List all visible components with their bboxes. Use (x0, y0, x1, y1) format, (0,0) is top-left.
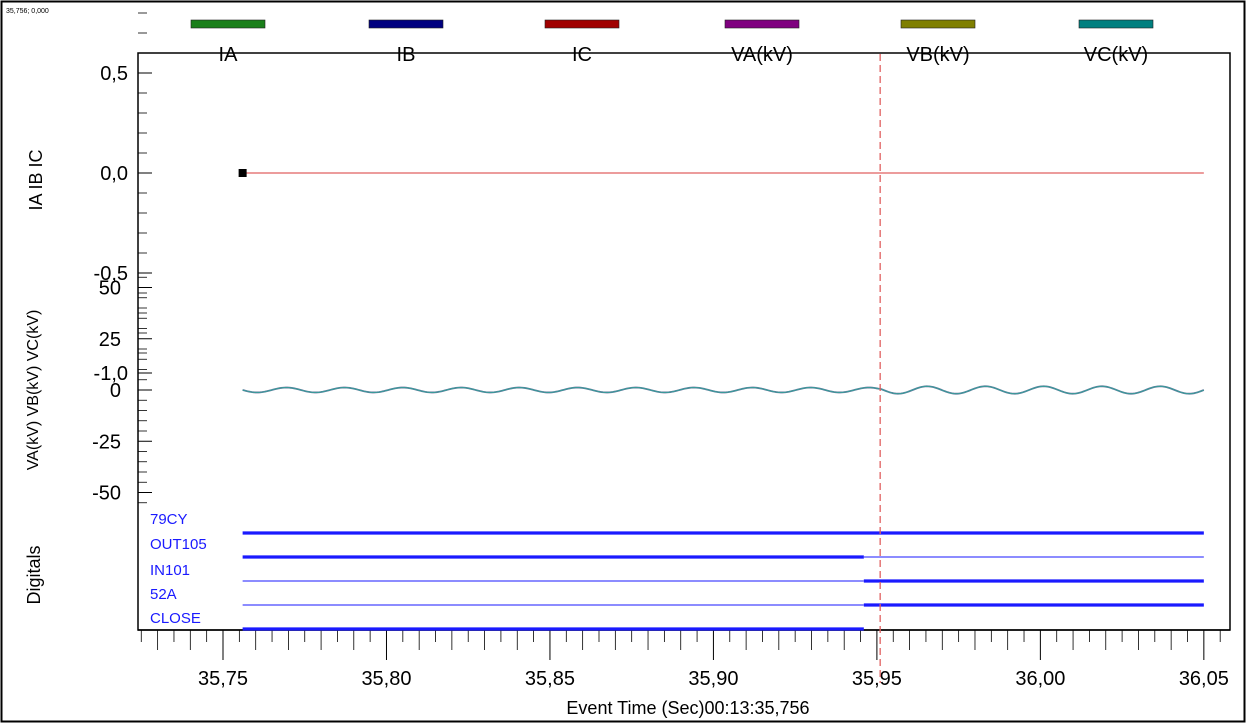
legend-swatch-ic (544, 19, 620, 29)
cursor-marker (238, 169, 247, 177)
digital-channels: 79CY OUT105 IN101 52A CLOSE (150, 511, 1204, 631)
digital-label-close: CLOSE (150, 610, 201, 627)
series-vckv-line (242, 385, 1205, 395)
voltage-y-tick-label: 50 (99, 278, 121, 300)
digital-label-in101: IN101 (150, 562, 190, 579)
legend-label: IA (219, 44, 239, 66)
x-tick-label: 35,95 (852, 668, 902, 690)
legend-label: IC (572, 44, 592, 66)
cursor-readout: 35,756; 0,000 (6, 8, 49, 15)
legend-swatch-vckv (1078, 19, 1154, 29)
x-tick-label: 35,75 (198, 668, 248, 690)
current-y-tick-label: -0,5 (94, 263, 128, 285)
x-tick-label: 36,05 (1179, 668, 1229, 690)
voltage-y-tick-label: 0 (110, 380, 121, 402)
legend-label: VC(kV) (1084, 44, 1148, 66)
x-tick-label: 35,85 (525, 668, 575, 690)
legend-swatch-ib (368, 19, 444, 29)
voltage-y-tick-label: -50 (92, 483, 121, 505)
x-axis-title: Event Time (Sec)00:13:35,756 (566, 698, 809, 718)
legend-swatch-ia (190, 19, 266, 29)
digital-label-79cy: 79CY (150, 511, 188, 528)
voltage-axis-label: VA(kV) VB(kV) VC(kV) (25, 310, 42, 471)
digitals-axis-label: Digitals (24, 545, 44, 604)
legend-label: IB (397, 44, 416, 66)
legend-label: VB(kV) (906, 44, 969, 66)
current-axis-label: IA IB IC (26, 149, 46, 210)
legend-swatch-vbkv (900, 19, 976, 29)
legend-swatch-vakv (724, 19, 800, 29)
legend: IA IB IC VA(kV) VB(kV) VC(kV) (190, 19, 1154, 66)
voltage-y-tick-label: 25 (99, 329, 121, 351)
x-tick-label: 36,00 (1015, 668, 1065, 690)
voltage-y-tick-label: -25 (92, 431, 121, 453)
x-tick-label: 35,90 (688, 668, 738, 690)
axis-ticks: 1,00,50,0-0,5-1,050250-25-5035,7535,8035… (92, 12, 1229, 690)
series-layer (238, 169, 1205, 395)
current-y-tick-label: 0,5 (100, 63, 128, 85)
current-y-tick-label: 0,0 (100, 163, 128, 185)
digital-label-52a: 52A (150, 586, 177, 603)
digital-label-out105: OUT105 (150, 536, 207, 553)
x-tick-label: 35,80 (361, 668, 411, 690)
legend-label: VA(kV) (731, 44, 793, 66)
current-y-tick-label: -1,0 (94, 363, 128, 385)
